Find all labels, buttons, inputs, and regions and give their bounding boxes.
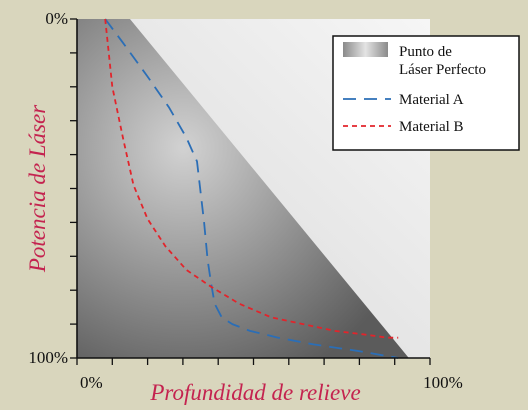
series-line-material-a: [104, 18, 399, 359]
y-tick-label-bottom: 100%: [28, 348, 68, 367]
x-tick-label-right: 100%: [423, 373, 463, 392]
y-axis-title: Potencia de Láser: [25, 104, 50, 273]
legend-label: Láser Perfecto: [399, 62, 486, 78]
legend-swatch-perfect-point: [343, 42, 388, 57]
series-line-material-b: [104, 18, 399, 339]
y-tick-label-top: 0%: [45, 9, 68, 28]
legend-label: Material B: [399, 119, 464, 135]
x-axis-title: Profundidad de relieve: [149, 380, 360, 405]
legend-label: Material A: [399, 92, 464, 108]
perfect-laser-point-region: [77, 19, 409, 358]
x-tick-label-left: 0%: [80, 373, 103, 392]
legend: Punto de Láser Perfecto Material A Material…: [332, 35, 520, 151]
legend-label: Punto de: [399, 44, 452, 60]
